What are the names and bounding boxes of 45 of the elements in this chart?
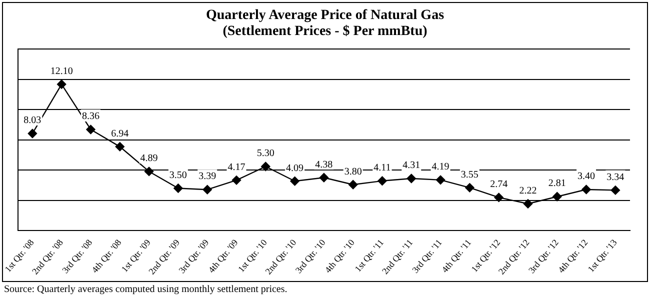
data-label: 4.17 [228, 162, 246, 173]
point [28, 128, 38, 138]
data-label: 4.11 [374, 162, 391, 174]
point [610, 186, 620, 195]
point [552, 192, 562, 202]
data-label: 4.19 [432, 162, 450, 173]
data-label: 3.50 [169, 170, 187, 181]
data-label: 4.89 [140, 153, 158, 164]
point [261, 162, 270, 172]
point [348, 180, 358, 190]
data-label: 5.30 [256, 148, 274, 160]
chart-subtitle: (Settlement Prices - $ Per mmBtu) [222, 24, 428, 40]
data-label: 3.39 [198, 171, 216, 182]
point [319, 173, 329, 182]
point [202, 185, 212, 194]
point [174, 184, 183, 193]
point [436, 175, 446, 185]
point [378, 176, 387, 186]
data-label: 2.22 [519, 185, 537, 196]
point [86, 124, 96, 134]
source-note: Source: Quarterly averages computed using monthly settlement prices. [4, 284, 288, 295]
point [494, 192, 504, 202]
chart-title: Quarterly Average Price of Natural Gas [204, 8, 446, 24]
data-label: 6.94 [111, 128, 129, 140]
data-label: 3.55 [460, 169, 478, 180]
data-label: 4.09 [286, 162, 304, 174]
data-label: 8.36 [82, 111, 100, 122]
data-label: 12.10 [50, 66, 73, 77]
data-label: 2.81 [548, 178, 566, 190]
data-label: 2.74 [490, 179, 508, 190]
point [290, 176, 300, 186]
data-label: 8.03 [24, 115, 42, 126]
data-label: 3.34 [606, 172, 624, 183]
data-label: 4.38 [315, 159, 333, 170]
point [56, 80, 66, 89]
point [523, 199, 533, 208]
point [465, 183, 474, 192]
point [406, 174, 416, 184]
data-label: 3.80 [344, 166, 362, 178]
point [144, 166, 154, 176]
point [115, 142, 124, 152]
data-label: 3.40 [578, 171, 596, 182]
point [582, 184, 591, 194]
data-label: 4.31 [402, 160, 420, 172]
point [232, 176, 242, 185]
